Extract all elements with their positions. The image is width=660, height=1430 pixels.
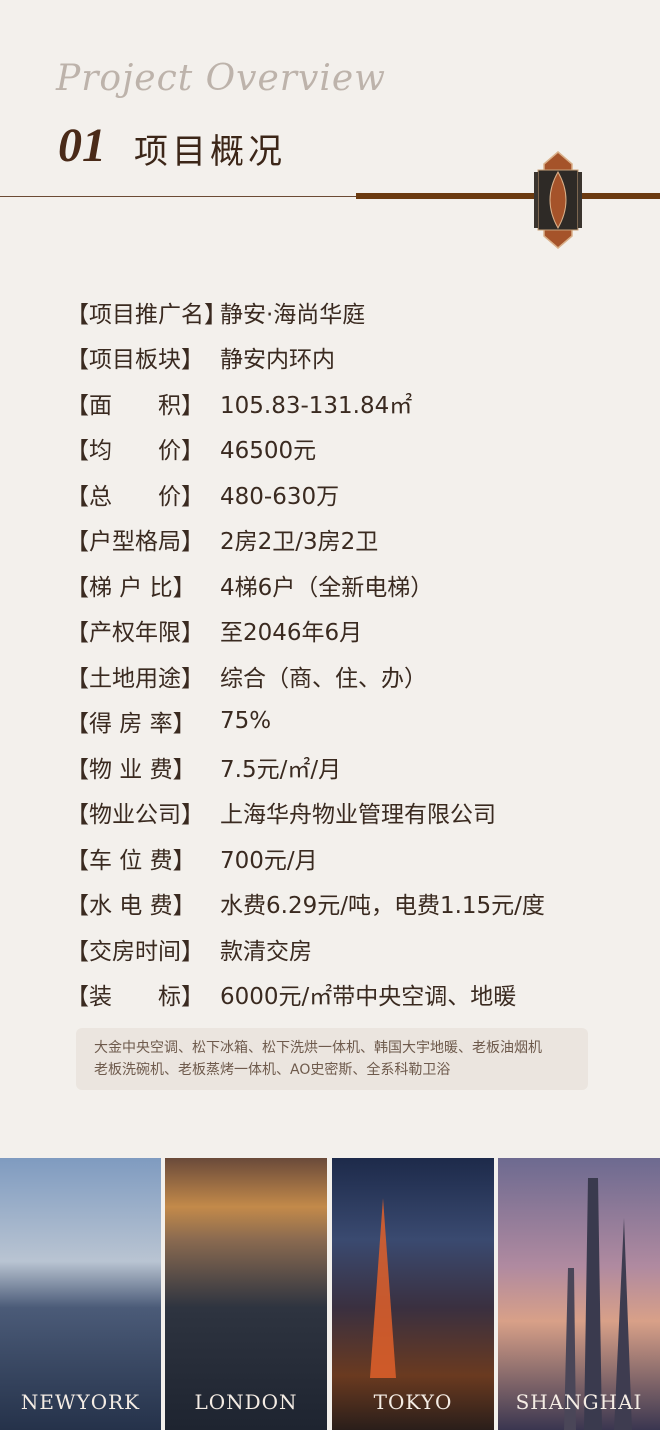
info-row: 【车 位 费】 700元/月	[66, 835, 545, 881]
info-value: 静安·海尚华庭	[220, 301, 366, 328]
info-row: 【物 业 费】 7.5元/㎡/月	[66, 744, 545, 790]
info-row: 【土地用途】 综合（商、住、办）	[66, 653, 545, 699]
info-label: 【面 积】	[66, 392, 204, 419]
section-number: 01	[58, 119, 106, 172]
info-label: 【均 价】	[66, 438, 204, 465]
info-row: 【梯 户 比】 4梯6户（全新电梯）	[66, 562, 545, 608]
city-caption: SHANGHAI	[515, 1390, 643, 1414]
info-label: 【总 价】	[66, 483, 204, 510]
city-photo-tokyo: TOKYO	[332, 1158, 494, 1430]
info-row: 【得 房 率】 75%	[66, 699, 545, 745]
info-value: 480-630万	[220, 483, 340, 510]
city-photo-london: LONDON	[165, 1158, 327, 1430]
info-label: 【物业公司】	[66, 802, 204, 829]
info-row: 【项目推广名】 静安·海尚华庭	[66, 289, 545, 335]
info-row: 【户型格局】 2房2卫/3房2卫	[66, 517, 545, 563]
info-label: 【产权年限】	[66, 620, 204, 647]
info-row: 【水 电 费】 水费6.29元/吨，电费1.15元/度	[66, 881, 545, 927]
note-line-2: 老板洗碗机、老板蒸烤一体机、AO史密斯、全系科勒卫浴	[94, 1062, 451, 1078]
city-caption: TOKYO	[373, 1390, 453, 1414]
info-label: 【土地用途】	[66, 665, 204, 692]
city-caption: LONDON	[194, 1390, 298, 1414]
info-value: 水费6.29元/吨，电费1.15元/度	[220, 893, 545, 920]
info-value: 上海华舟物业管理有限公司	[220, 802, 496, 829]
info-label: 【项目推广名】	[66, 301, 227, 328]
info-value: 6000元/㎡带中央空调、地暖	[220, 984, 517, 1011]
info-value: 款清交房	[220, 938, 312, 965]
info-label: 【梯 户 比】	[66, 574, 196, 601]
info-label: 【户型格局】	[66, 529, 204, 556]
page-title: 项目概况	[134, 132, 286, 172]
info-label: 【物 业 费】	[66, 756, 196, 783]
city-photo-strip: NEWYORK LONDON TOKYO SHANGHAI	[0, 1158, 660, 1430]
info-value: 75%	[220, 708, 272, 735]
info-value: 46500元	[220, 438, 317, 465]
info-value: 105.83-131.84㎡	[220, 392, 413, 419]
divider-thin	[0, 196, 356, 197]
info-label: 【车 位 费】	[66, 847, 196, 874]
info-row: 【交房时间】 款清交房	[66, 926, 545, 972]
city-photo-newyork: NEWYORK	[0, 1158, 161, 1430]
info-value: 综合（商、住、办）	[220, 665, 427, 692]
info-label: 【交房时间】	[66, 938, 204, 965]
info-label: 【项目板块】	[66, 347, 204, 374]
city-caption: NEWYORK	[20, 1390, 141, 1414]
city-photo-shanghai: SHANGHAI	[498, 1158, 660, 1430]
info-value: 2房2卫/3房2卫	[220, 529, 379, 556]
info-value: 700元/月	[220, 847, 318, 874]
info-row: 【总 价】 480-630万	[66, 471, 545, 517]
info-row: 【项目板块】 静安内环内	[66, 335, 545, 381]
info-value: 7.5元/㎡/月	[220, 756, 342, 783]
info-label: 【水 电 费】	[66, 893, 196, 920]
info-row: 【物业公司】 上海华舟物业管理有限公司	[66, 790, 545, 836]
info-label: 【得 房 率】	[66, 711, 196, 738]
project-info-list: 【项目推广名】 静安·海尚华庭 【项目板块】 静安内环内 【面 积】 105.83-131…	[66, 289, 545, 1017]
info-row: 【装 标】 6000元/㎡带中央空调、地暖	[66, 972, 545, 1018]
script-title: Project Overview	[56, 58, 386, 99]
divider-thick	[356, 193, 660, 199]
info-label: 【装 标】	[66, 984, 204, 1011]
appliance-note: 大金中央空调、松下冰箱、松下洗烘一体机、韩国大宇地暖、老板油烟机 老板洗碗机、老…	[76, 1028, 588, 1090]
info-value: 4梯6户（全新电梯）	[220, 574, 434, 601]
info-value: 至2046年6月	[220, 620, 363, 647]
note-line-1: 大金中央空调、松下冰箱、松下洗烘一体机、韩国大宇地暖、老板油烟机	[94, 1040, 542, 1056]
emblem-icon	[534, 151, 582, 249]
info-row: 【面 积】 105.83-131.84㎡	[66, 380, 545, 426]
info-value: 静安内环内	[220, 347, 335, 374]
info-row: 【产权年限】 至2046年6月	[66, 608, 545, 654]
info-row: 【均 价】 46500元	[66, 426, 545, 472]
